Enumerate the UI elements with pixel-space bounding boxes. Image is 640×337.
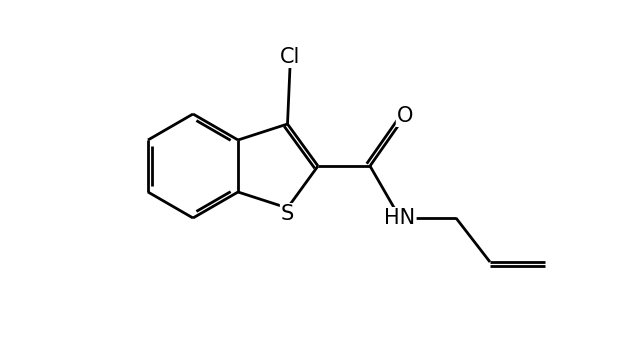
Text: HN: HN bbox=[385, 208, 415, 228]
Text: Cl: Cl bbox=[280, 47, 300, 67]
Text: S: S bbox=[281, 204, 294, 224]
Text: O: O bbox=[397, 106, 413, 126]
